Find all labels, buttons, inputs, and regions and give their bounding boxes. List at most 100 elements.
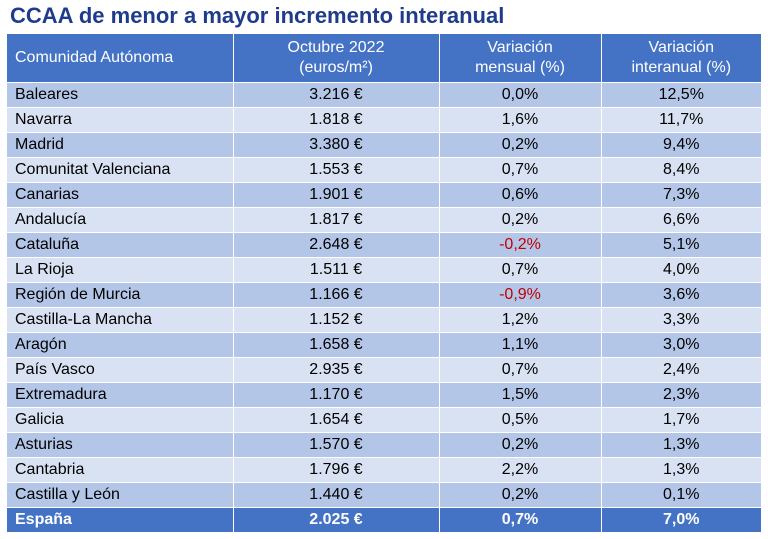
cell-yearly: 0,1% — [601, 482, 761, 508]
header-price-line2: (euros/m²) — [299, 59, 373, 76]
cell-price: 2.648 € — [233, 232, 440, 258]
cell-price: 1.152 € — [233, 307, 440, 333]
data-table: Comunidad Autónoma Octubre 2022 (euros/m… — [7, 34, 761, 532]
header-yearly-line1: Variación — [648, 39, 714, 56]
table-row: Baleares 3.216 €0,0% 12,5% — [7, 82, 761, 108]
cell-yearly: 3,0% — [601, 332, 761, 358]
cell-price: 1.901 € — [233, 182, 440, 208]
cell-price: 1.818 € — [233, 107, 440, 133]
cell-monthly: 0,0% — [439, 82, 602, 108]
cell-monthly: 0,7% — [439, 257, 602, 283]
cell-price: 1.166 € — [233, 282, 440, 308]
cell-yearly: 12,5% — [601, 82, 761, 108]
cell-monthly: 0,7% — [439, 357, 602, 383]
total-monthly: 0,7% — [439, 507, 602, 532]
cell-monthly: 0,7% — [439, 157, 602, 183]
total-name: España — [7, 507, 234, 532]
cell-community: Canarias — [7, 182, 234, 208]
cell-yearly: 8,4% — [601, 157, 761, 183]
table-row: Galicia 1.654 €0,5% 1,7% — [7, 407, 761, 433]
header-row: Comunidad Autónoma Octubre 2022 (euros/m… — [7, 34, 761, 83]
cell-community: Castilla y León — [7, 482, 234, 508]
table-row: La Rioja 1.511 €0,7% 4,0% — [7, 257, 761, 283]
cell-monthly: 1,6% — [439, 107, 602, 133]
cell-community: Baleares — [7, 82, 234, 108]
table-row: País Vasco 2.935 €0,7% 2,4% — [7, 357, 761, 383]
cell-monthly: -0,9% — [439, 282, 602, 308]
header-community: Comunidad Autónoma — [7, 34, 234, 83]
cell-monthly: 1,2% — [439, 307, 602, 333]
cell-yearly: 3,6% — [601, 282, 761, 308]
cell-monthly: 0,5% — [439, 407, 602, 433]
cell-community: Andalucía — [7, 207, 234, 233]
cell-community: País Vasco — [7, 357, 234, 383]
table-row: Castilla y León 1.440 €0,2% 0,1% — [7, 482, 761, 508]
cell-community: Aragón — [7, 332, 234, 358]
total-yearly: 7,0% — [601, 507, 761, 532]
cell-community: Asturias — [7, 432, 234, 458]
cell-yearly: 4,0% — [601, 257, 761, 283]
cell-price: 3.216 € — [233, 82, 440, 108]
cell-yearly: 5,1% — [601, 232, 761, 258]
header-monthly: Variación mensual (%) — [439, 34, 602, 83]
header-community-label: Comunidad Autónoma — [15, 49, 174, 66]
cell-community: Extremadura — [7, 382, 234, 408]
cell-monthly: 0,2% — [439, 132, 602, 158]
cell-price: 1.570 € — [233, 432, 440, 458]
table-row: Madrid 3.380 €0,2% 9,4% — [7, 132, 761, 158]
table-row: Asturias 1.570 €0,2% 1,3% — [7, 432, 761, 458]
header-monthly-line2: mensual (%) — [475, 59, 565, 76]
cell-yearly: 9,4% — [601, 132, 761, 158]
cell-yearly: 6,6% — [601, 207, 761, 233]
cell-monthly: 1,5% — [439, 382, 602, 408]
cell-monthly: 0,6% — [439, 182, 602, 208]
cell-price: 2.935 € — [233, 357, 440, 383]
table-row: Región de Murcia 1.166 € -0,9% 3,6% — [7, 282, 761, 308]
cell-monthly: 1,1% — [439, 332, 602, 358]
cell-yearly: 1,3% — [601, 457, 761, 483]
cell-monthly: 0,2% — [439, 432, 602, 458]
cell-price: 1.654 € — [233, 407, 440, 433]
header-yearly-line2: interanual (%) — [631, 59, 732, 76]
cell-monthly: -0,2% — [439, 232, 602, 258]
table-row: Andalucía 1.817 €0,2% 6,6% — [7, 207, 761, 233]
total-row: España 2.025 € 0,7% 7,0% — [7, 507, 761, 532]
cell-price: 1.553 € — [233, 157, 440, 183]
cell-yearly: 3,3% — [601, 307, 761, 333]
cell-price: 1.440 € — [233, 482, 440, 508]
header-price: Octubre 2022 (euros/m²) — [233, 34, 440, 83]
cell-community: Cantabria — [7, 457, 234, 483]
table-row: Canarias 1.901 €0,6% 7,3% — [7, 182, 761, 208]
table-body: Baleares 3.216 €0,0% 12,5% Navarra 1.818 €1,… — [7, 82, 761, 508]
cell-yearly: 7,3% — [601, 182, 761, 208]
table-row: Cantabria 1.796 €2,2% 1,3% — [7, 457, 761, 483]
cell-monthly: 0,2% — [439, 482, 602, 508]
cell-monthly: 2,2% — [439, 457, 602, 483]
table-title: CCAA de menor a mayor incremento interan… — [10, 3, 505, 28]
cell-price: 1.658 € — [233, 332, 440, 358]
header-monthly-line1: Variación — [487, 39, 553, 56]
cell-community: La Rioja — [7, 257, 234, 283]
cell-price: 3.380 € — [233, 132, 440, 158]
cell-monthly: 0,2% — [439, 207, 602, 233]
cell-yearly: 1,3% — [601, 432, 761, 458]
cell-yearly: 1,7% — [601, 407, 761, 433]
table-row: Aragón 1.658 €1,1% 3,0% — [7, 332, 761, 358]
table-row: Cataluña 2.648 € -0,2% 5,1% — [7, 232, 761, 258]
header-price-line1: Octubre 2022 — [287, 39, 385, 56]
header-yearly: Variación interanual (%) — [601, 34, 761, 83]
table-row: Comunitat Valenciana 1.553 €0,7% 8,4% — [7, 157, 761, 183]
cell-yearly: 2,4% — [601, 357, 761, 383]
cell-price: 1.170 € — [233, 382, 440, 408]
table-row: Extremadura 1.170 €1,5% 2,3% — [7, 382, 761, 408]
cell-community: Región de Murcia — [7, 282, 234, 308]
cell-community: Comunitat Valenciana — [7, 157, 234, 183]
cell-community: Navarra — [7, 107, 234, 133]
table-row: Navarra 1.818 €1,6% 11,7% — [7, 107, 761, 133]
cell-price: 1.796 € — [233, 457, 440, 483]
cell-yearly: 2,3% — [601, 382, 761, 408]
cell-community: Cataluña — [7, 232, 234, 258]
cell-yearly: 11,7% — [601, 107, 761, 133]
cell-community: Castilla-La Mancha — [7, 307, 234, 333]
total-price: 2.025 € — [233, 507, 440, 532]
